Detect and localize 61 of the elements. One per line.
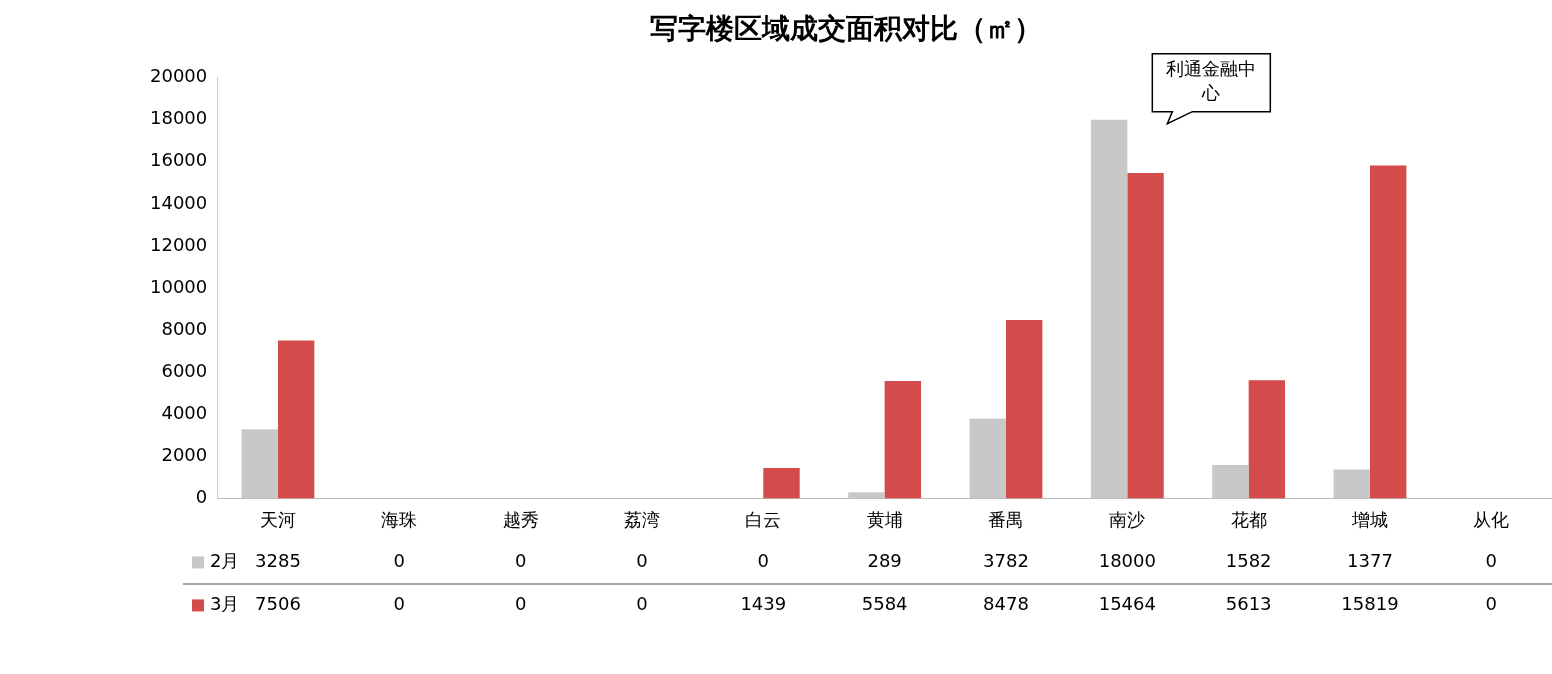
data-label: 0 [636, 550, 648, 572]
annotation: 利通金融中心 [1166, 58, 1257, 104]
data-label: 3285 [255, 550, 301, 572]
data-label: 1439 [740, 593, 787, 615]
data-label: 0 [514, 593, 527, 615]
bar [969, 418, 1006, 499]
x-tick-label: 黄埔 [866, 508, 903, 530]
data-label: 7506 [255, 593, 301, 615]
bar [884, 380, 922, 499]
y-tick-label: 0 [195, 486, 208, 508]
x-tick-label: 增城 [1350, 508, 1388, 530]
y-tick-label: 10000 [150, 275, 208, 297]
data-label: 0 [1485, 550, 1498, 572]
bar [1248, 380, 1286, 499]
x-tick-label: 越秀 [502, 508, 539, 530]
x-tick-label: 番禺 [987, 508, 1024, 530]
x-tick-label: 荔湾 [623, 508, 660, 530]
x-tick-label: 南沙 [1109, 508, 1146, 530]
bar [1212, 465, 1249, 499]
data-label: 0 [514, 550, 527, 572]
bar [1369, 165, 1407, 499]
data-label: 0 [1485, 593, 1498, 615]
legend-label: 2月 [210, 550, 240, 572]
bar [241, 429, 278, 499]
legend-label: 3月 [210, 593, 240, 615]
x-tick-label: 天河 [259, 508, 296, 530]
x-tick-label: 海珠 [381, 508, 418, 530]
x-tick-label: 从化 [1473, 508, 1510, 530]
data-label: 0 [757, 550, 770, 572]
y-tick-label: 16000 [150, 149, 208, 171]
chart-title: 写字楼区域成交面积对比（㎡） [650, 12, 1042, 46]
data-label: 1377 [1347, 550, 1393, 572]
bar [277, 340, 315, 499]
data-label: 0 [393, 550, 405, 572]
y-tick-label: 14000 [150, 191, 208, 213]
bar [1127, 173, 1164, 499]
y-tick-label: 4000 [161, 401, 208, 423]
x-tick-label: 白云 [745, 508, 782, 530]
data-label: 15819 [1341, 593, 1399, 615]
data-label: 5613 [1225, 593, 1272, 615]
data-label: 3782 [983, 550, 1029, 572]
y-tick-label: 6000 [161, 359, 208, 381]
data-label: 5584 [861, 593, 908, 615]
data-label: 0 [393, 593, 405, 615]
data-label: 15464 [1098, 593, 1156, 615]
bar [763, 468, 800, 499]
y-tick-label: 2000 [161, 443, 208, 465]
bar [1333, 469, 1370, 499]
y-tick-label: 12000 [150, 233, 208, 255]
bar [848, 492, 885, 499]
y-tick-label: 8000 [161, 317, 208, 339]
data-label: 1582 [1225, 550, 1272, 572]
y-tick-label: 18000 [150, 107, 208, 129]
bar [1090, 119, 1128, 499]
y-tick-label: 20000 [150, 65, 208, 87]
data-label: 0 [636, 593, 648, 615]
data-label: 8478 [983, 593, 1029, 615]
data-label: 289 [867, 550, 902, 572]
bar [1005, 320, 1043, 499]
data-label: 18000 [1098, 550, 1156, 572]
x-tick-label: 花都 [1230, 508, 1267, 530]
